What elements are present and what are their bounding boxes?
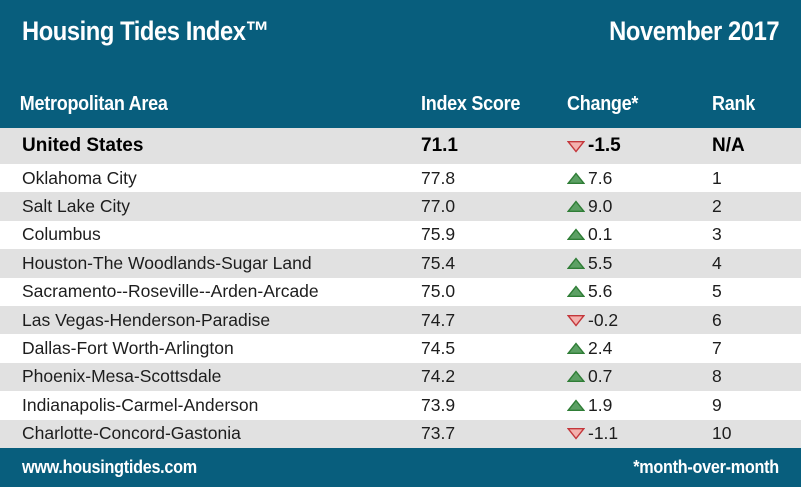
table-row: Dallas-Fort Worth-Arlington 74.5 2.4 7 [0, 334, 801, 363]
page-title: Housing Tides Index™ [22, 16, 269, 46]
triangle-up-icon [567, 257, 585, 270]
header-band: Housing Tides Index™ November 2017 Metro… [0, 0, 801, 128]
triangle-down-icon [567, 314, 585, 327]
row-index-score: 75.0 [421, 281, 456, 302]
row-area: Oklahoma City [22, 167, 137, 188]
row-change-value: 0.1 [588, 224, 613, 245]
row-area: Phoenix-Mesa-Scottsdale [22, 366, 222, 387]
row-rank: 7 [712, 338, 722, 359]
row-rank: 5 [712, 281, 722, 302]
column-header-score: Index Score [421, 93, 521, 115]
row-change-value: 5.5 [588, 252, 613, 273]
row-index-score: 71.1 [421, 135, 458, 156]
row-change: 5.5 [567, 253, 712, 274]
triangle-up-icon [567, 399, 585, 412]
triangle-up-icon [567, 172, 585, 185]
table-row: Columbus 75.9 0.1 3 [0, 220, 801, 250]
row-rank: 2 [712, 196, 722, 217]
row-index-score: 74.2 [421, 366, 456, 387]
table-row: Houston-The Woodlands-Sugar Land 75.4 5.… [0, 249, 801, 278]
row-area: Sacramento--Roseville--Arden-Arcade [22, 281, 319, 302]
title-row: Housing Tides Index™ November 2017 [0, 16, 801, 47]
row-change-value: -0.2 [588, 309, 619, 330]
triangle-up-icon [567, 228, 585, 241]
row-change: -0.2 [567, 310, 712, 331]
row-change: 0.1 [567, 224, 712, 245]
row-change-value: 5.6 [588, 281, 613, 302]
triangle-up-icon [567, 342, 585, 355]
triangle-down-icon [567, 427, 585, 440]
row-rank: 4 [712, 252, 722, 273]
triangle-up-icon [567, 200, 585, 213]
row-rank: 9 [712, 394, 722, 415]
row-index-score: 73.9 [421, 394, 456, 415]
row-change: 9.0 [567, 196, 712, 217]
row-change-value: 7.6 [588, 167, 613, 188]
row-area: Columbus [22, 224, 101, 245]
table-row: Oklahoma City 77.8 7.6 1 [0, 164, 801, 193]
row-index-score: 73.7 [421, 423, 456, 444]
row-index-score: 74.7 [421, 309, 456, 330]
row-rank: 8 [712, 366, 722, 387]
column-header-rank: Rank [712, 93, 755, 115]
footnote: *month-over-month [633, 457, 779, 477]
row-index-score: 75.4 [421, 252, 456, 273]
row-rank: 3 [712, 224, 722, 245]
row-change: 2.4 [567, 338, 712, 359]
row-change-value: -1.5 [588, 135, 621, 156]
row-rank: 1 [712, 167, 722, 188]
row-area: Salt Lake City [22, 196, 130, 217]
row-change-value: 9.0 [588, 196, 613, 217]
table-row: Phoenix-Mesa-Scottsdale 74.2 0.7 8 [0, 362, 801, 392]
row-index-score: 75.9 [421, 224, 456, 245]
row-change: 5.6 [567, 281, 712, 302]
row-area: Houston-The Woodlands-Sugar Land [22, 252, 312, 273]
column-header-area: Metropolitan Area [19, 93, 168, 115]
row-change-value: 1.9 [588, 394, 613, 415]
column-header-row: Metropolitan Area Index Score Change* Ra… [0, 93, 801, 116]
row-change: -1.1 [567, 423, 712, 444]
row-area: Dallas-Fort Worth-Arlington [22, 338, 234, 359]
row-area: Las Vegas-Henderson-Paradise [22, 309, 271, 330]
table-body: United States 71.1 -1.5 N/A Oklahoma Cit… [0, 128, 801, 448]
row-rank: 6 [712, 309, 722, 330]
row-rank: N/A [712, 135, 745, 156]
report-date: November 2017 [609, 16, 779, 46]
table-row: Sacramento--Roseville--Arden-Arcade 75.0… [0, 277, 801, 306]
website-link[interactable]: www.housingtides.com [22, 457, 197, 477]
row-index-score: 77.0 [421, 196, 456, 217]
row-change: -1.5 [567, 135, 712, 157]
row-change-value: 2.4 [588, 338, 613, 359]
row-index-score: 74.5 [421, 338, 456, 359]
metro-rows: Oklahoma City 77.8 7.6 1 Salt Lake City … [0, 164, 801, 448]
row-change-value: -1.1 [588, 423, 619, 444]
row-area: United States [22, 135, 144, 156]
table-row-united-states: United States 71.1 -1.5 N/A [0, 128, 801, 164]
table-row: Charlotte-Concord-Gastonia 73.7 -1.1 10 [0, 419, 801, 448]
triangle-up-icon [567, 285, 585, 298]
table-row: Las Vegas-Henderson-Paradise 74.7 -0.2 6 [0, 305, 801, 335]
row-area: Indianapolis-Carmel-Anderson [22, 394, 259, 415]
triangle-up-icon [567, 370, 585, 383]
table-row: Salt Lake City 77.0 9.0 2 [0, 192, 801, 221]
row-change: 0.7 [567, 366, 712, 387]
table-row: Indianapolis-Carmel-Anderson 73.9 1.9 9 [0, 391, 801, 420]
row-index-score: 77.8 [421, 167, 456, 188]
triangle-down-icon [567, 140, 585, 153]
row-change: 1.9 [567, 395, 712, 416]
row-change-value: 0.7 [588, 366, 613, 387]
row-rank: 10 [712, 423, 732, 444]
footer-band: www.housingtides.com *month-over-month [0, 448, 801, 487]
column-header-change: Change* [567, 93, 639, 115]
row-area: Charlotte-Concord-Gastonia [22, 423, 241, 444]
row-change: 7.6 [567, 168, 712, 189]
